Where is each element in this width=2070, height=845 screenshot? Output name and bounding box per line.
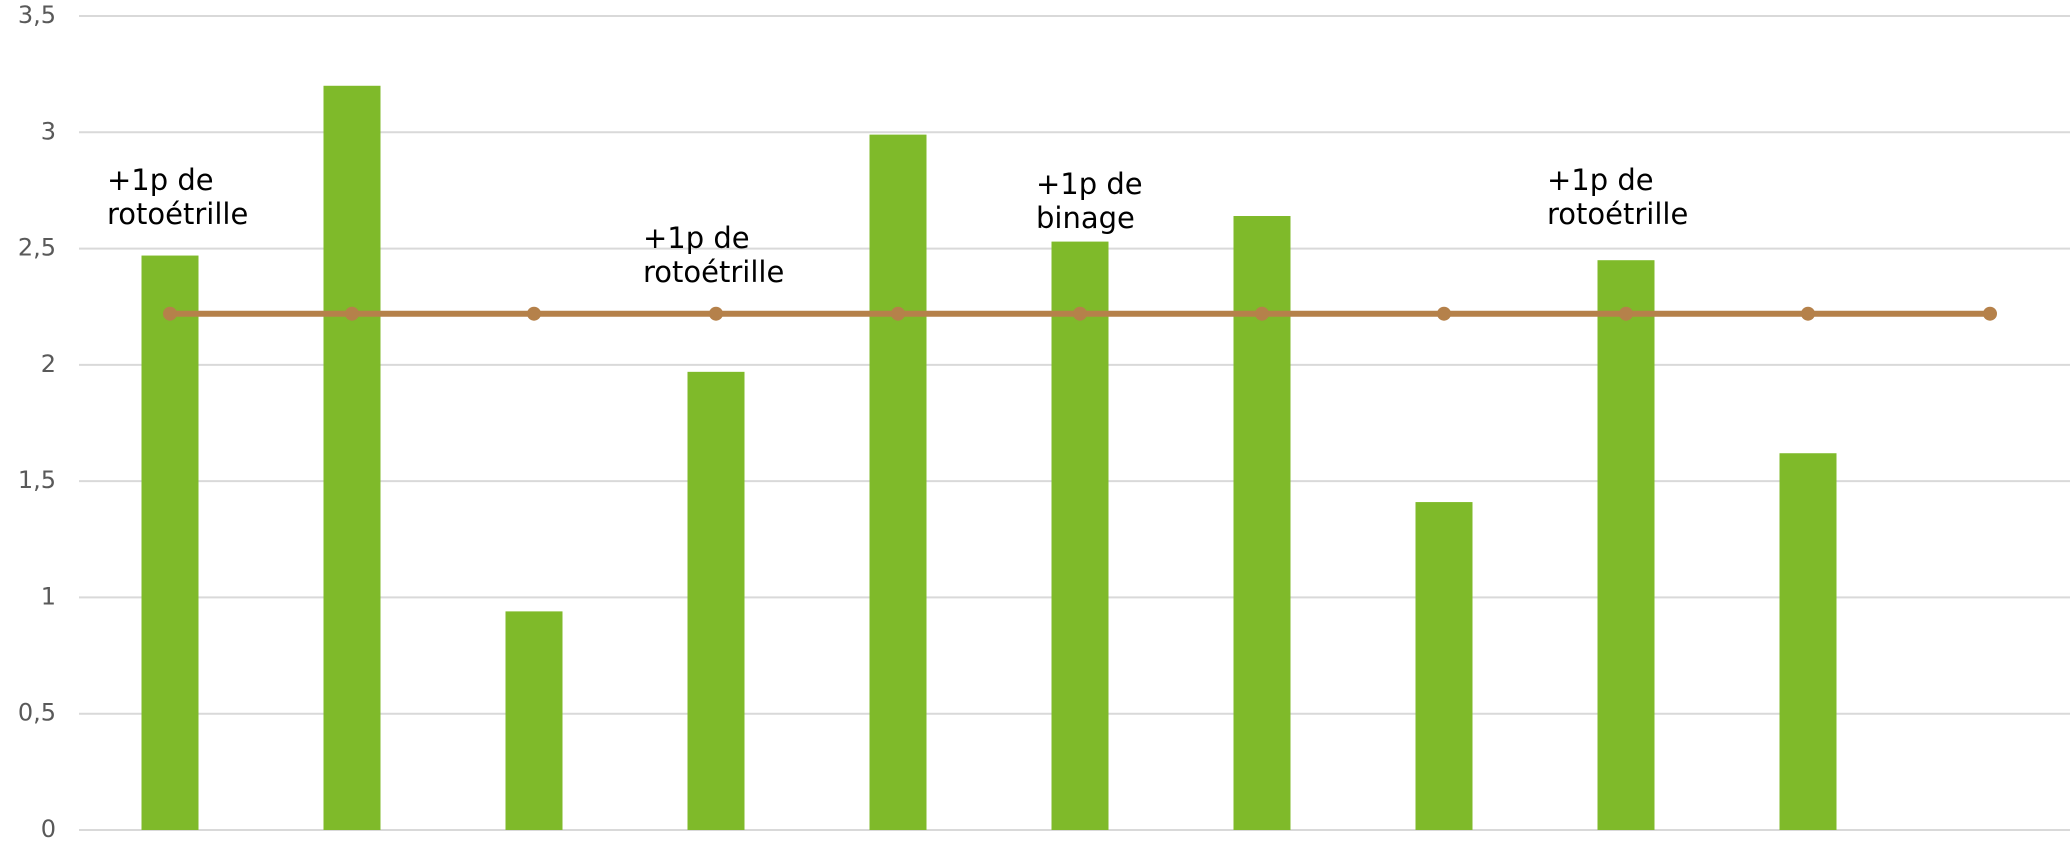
bar <box>141 255 199 830</box>
y-tick-label: 1 <box>41 582 56 610</box>
bar <box>687 371 745 830</box>
annotation: rotoétrille <box>1547 197 1688 231</box>
line-marker <box>1073 306 1087 321</box>
bar <box>869 134 927 830</box>
line-marker <box>163 306 177 321</box>
y-tick-label: 1,5 <box>18 466 56 494</box>
y-tick-label: 3 <box>41 117 56 145</box>
y-tick-label: 0,5 <box>18 699 56 727</box>
bar <box>1415 502 1473 830</box>
line-marker <box>527 306 541 321</box>
bar <box>323 85 381 831</box>
bar <box>1597 260 1655 830</box>
y-tick-label: 0 <box>41 815 56 843</box>
line-marker <box>345 306 359 321</box>
annotation: rotoétrille <box>643 255 784 289</box>
annotation: +1p de <box>1547 163 1654 197</box>
line-marker <box>709 306 723 321</box>
line-marker <box>1801 306 1815 321</box>
bar <box>1051 241 1109 830</box>
annotation: binage <box>1036 201 1135 235</box>
bar <box>505 611 563 830</box>
annotation: rotoétrille <box>107 197 248 231</box>
line-marker <box>891 306 905 321</box>
y-tick-label: 2,5 <box>18 234 56 262</box>
line-marker <box>1983 306 1997 321</box>
annotation: +1p de <box>643 221 750 255</box>
y-tick-label: 3,5 <box>18 1 56 29</box>
line-marker <box>1255 306 1269 321</box>
annotation: +1p de <box>1036 167 1143 201</box>
bar <box>1779 453 1837 830</box>
y-tick-label: 2 <box>41 350 56 378</box>
line-marker <box>1437 306 1451 321</box>
annotation: +1p de <box>107 163 214 197</box>
line-marker <box>1619 306 1633 321</box>
